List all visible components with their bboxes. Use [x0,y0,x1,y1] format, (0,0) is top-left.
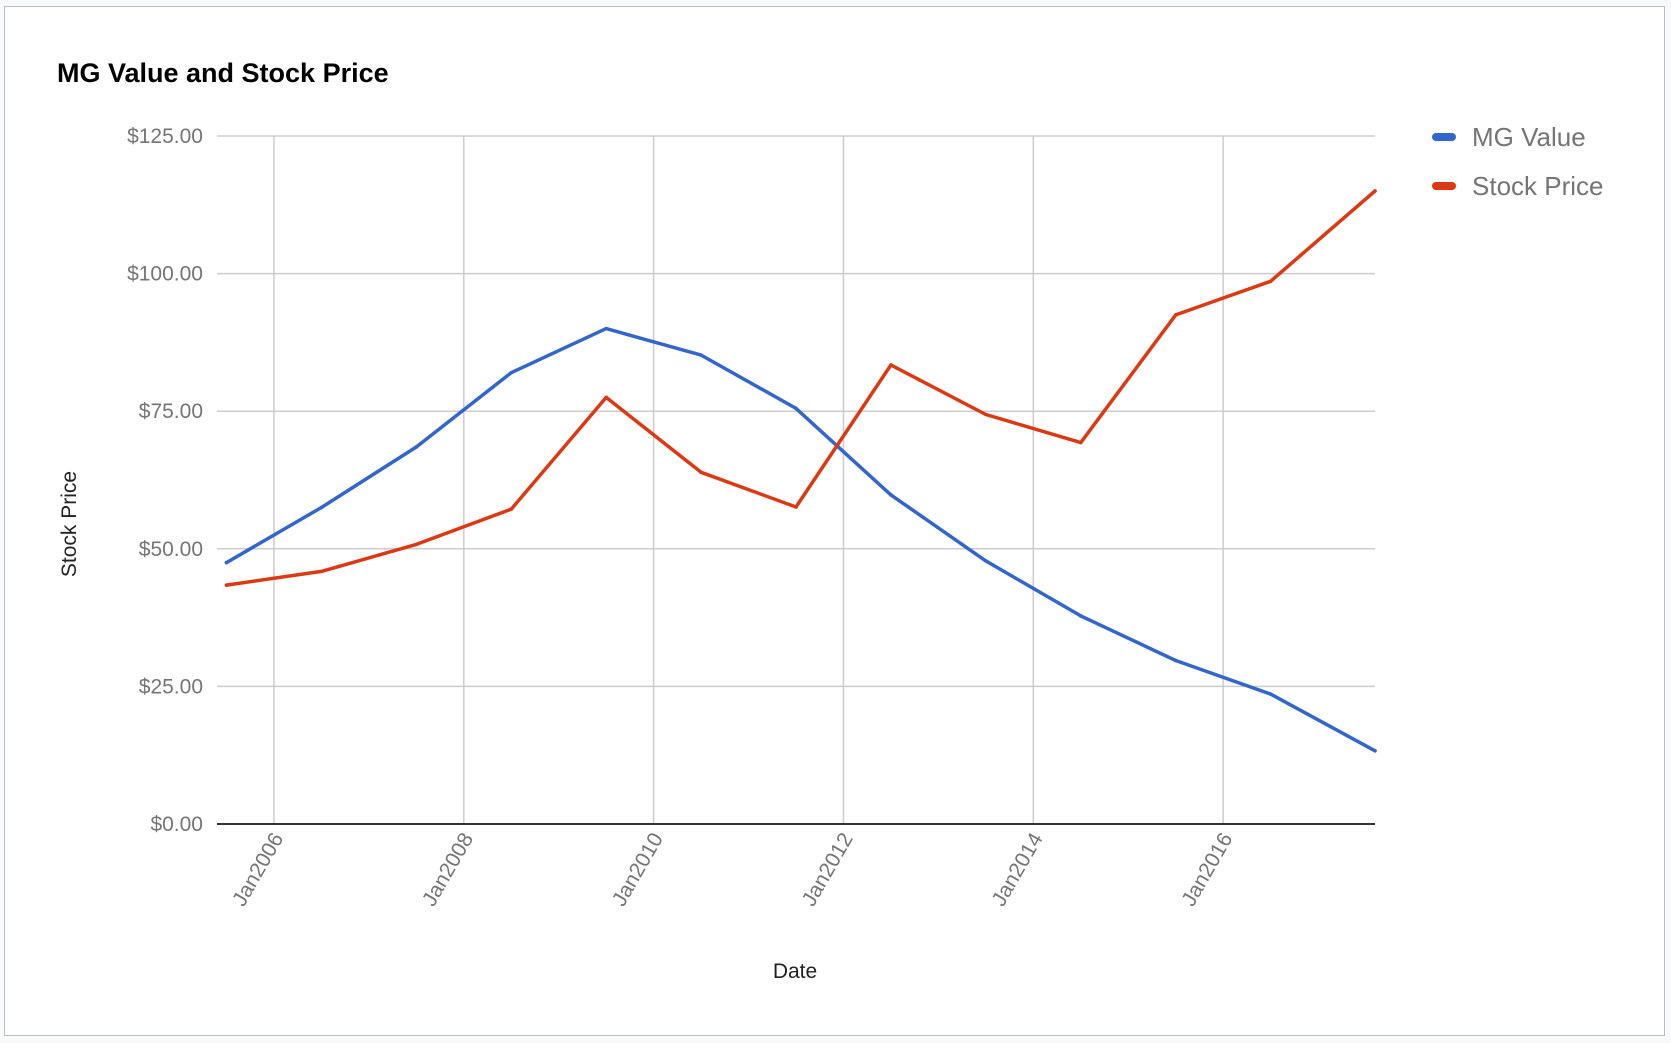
data-point [224,560,229,565]
data-point [889,363,893,367]
data-point [699,353,703,357]
data-point [1373,748,1377,753]
axes: $0.00 $25.00 $50.00 $75.00 $100.00 $125.00 Jan… [127,125,1375,910]
chart-title: MG Value and Stock Price [57,58,389,88]
data-point [794,406,798,411]
legend-label-2: Stock Price [1472,171,1604,201]
y-tick-label: $125.00 [127,125,203,148]
x-tick-label: Jan2008 [418,829,478,910]
data-point [699,470,703,475]
data-point [604,395,608,400]
series-line-2 [224,189,1377,587]
series-lines [224,189,1377,753]
gridlines [217,135,1375,824]
x-tick-label: Jan2010 [608,829,668,910]
data-point [604,326,608,331]
data-point [509,507,514,511]
data-point [984,412,988,417]
data-point [1173,658,1178,663]
data-point [414,445,419,449]
data-point [319,569,324,574]
x-tick-label: Jan2006 [228,829,288,910]
y-tick-label: $25.00 [139,675,203,698]
y-axis-label: Stock Price [58,471,81,577]
x-tick-label: Jan2016 [1177,829,1237,910]
data-point [319,505,324,510]
y-tick-label: $50.00 [139,538,203,561]
series-line-1 [224,326,1377,753]
y-tick-label: $100.00 [127,263,203,286]
data-point [1373,189,1377,193]
data-point [1268,692,1273,696]
y-tick-label: $75.00 [139,400,203,423]
data-point [1078,440,1083,445]
legend-label-1: MG Value [1472,122,1586,152]
data-point [509,370,514,375]
chart-container[interactable] [4,6,1665,1036]
x-tick-label: Jan2014 [987,829,1047,911]
data-point [224,583,229,587]
data-point [1173,313,1178,317]
x-tick-label: Jan2012 [798,829,858,910]
x-axis-label: Date [773,960,817,983]
data-point [1078,614,1083,618]
data-point [794,505,798,509]
data-point [984,559,988,563]
data-point [414,542,419,547]
legend: MG Value Stock Price [1432,122,1604,201]
data-point [1268,279,1273,284]
y-tick-label: $0.00 [150,813,203,836]
data-point [889,493,893,497]
